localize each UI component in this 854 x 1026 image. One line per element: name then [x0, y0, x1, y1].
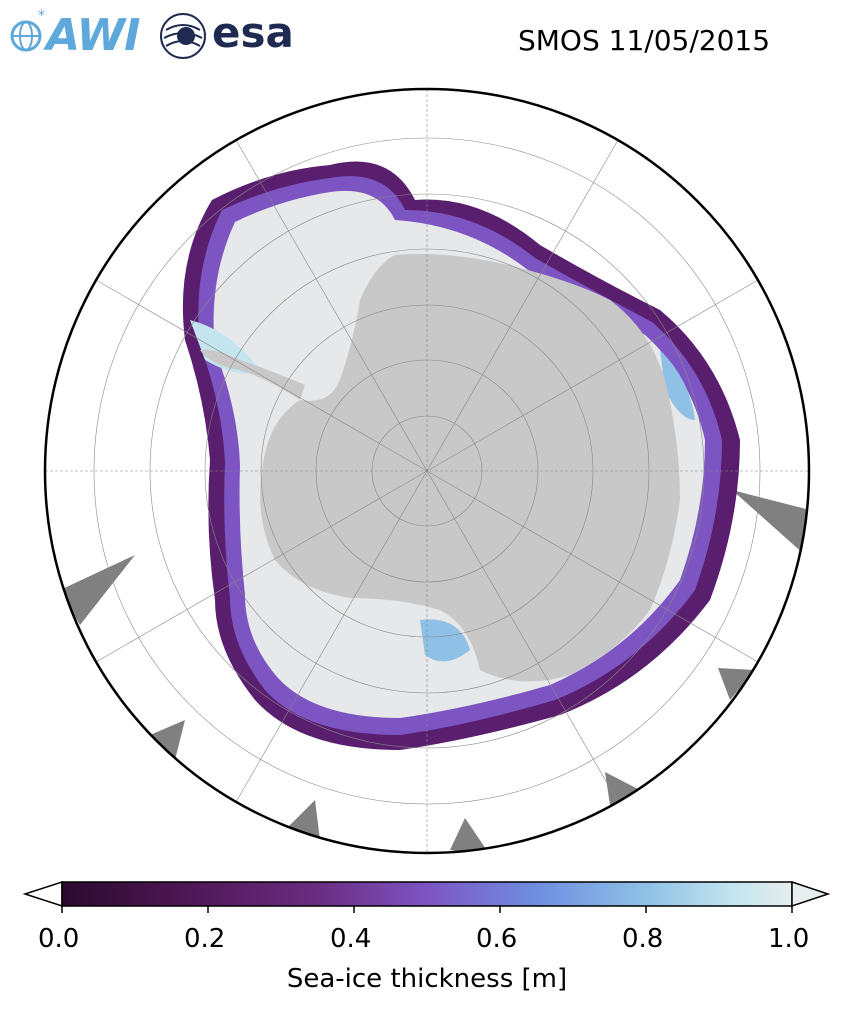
svg-text:*: * — [38, 8, 45, 24]
esa-logo: esa — [212, 8, 294, 57]
colorbar-gradient — [61, 881, 793, 907]
colorbar-label: Sea-ice thickness [m] — [286, 964, 568, 994]
colorbar-tick-label: 0.6 — [476, 924, 518, 954]
awi-globe-icon: * — [10, 8, 45, 52]
sea-ice-patch — [190, 320, 260, 374]
missing-data-wedge — [450, 818, 490, 853]
map-title: SMOS 11/05/2015 — [518, 24, 771, 57]
sea-ice-patch — [420, 619, 470, 662]
colorbar-tick-label: 1.0 — [768, 924, 810, 954]
header-logos: * AWI esa — [0, 0, 320, 80]
antarctica-landmass — [260, 253, 680, 682]
colorbar-tick-label: 0.2 — [184, 924, 226, 954]
antarctic-peninsula — [200, 349, 305, 400]
colorbar-tick-label: 0.4 — [330, 924, 372, 954]
missing-data-wedge — [60, 555, 135, 625]
awi-logo: AWI — [46, 10, 141, 61]
missing-data-wedge — [605, 772, 640, 805]
colorbar-extend-max — [791, 880, 831, 908]
sea-ice-patch — [660, 350, 695, 420]
missing-data-wedge — [732, 490, 809, 555]
graticule — [45, 89, 809, 853]
colorbar-tick-label: 0.0 — [38, 924, 80, 954]
missing-data-wedge — [150, 720, 185, 760]
map-boundary — [43, 87, 811, 855]
colorbar — [22, 880, 831, 913]
polar-map — [43, 87, 811, 855]
colorbar-extend-min — [22, 880, 63, 908]
colorbar-tick-label: 0.8 — [622, 924, 664, 954]
missing-data-wedge — [718, 668, 755, 700]
esa-emblem-icon — [160, 13, 206, 59]
